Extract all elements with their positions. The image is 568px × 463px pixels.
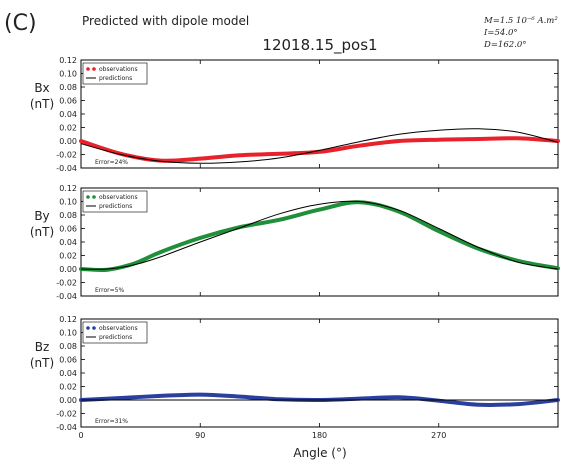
x-tick-label: 90: [195, 431, 205, 440]
legend-marker-observations: [86, 67, 90, 71]
legend-box: [82, 321, 148, 344]
y-tick-label: -0.04: [56, 292, 77, 301]
legend-marker-observations: [92, 195, 96, 199]
y-tick-label: 0.00: [59, 265, 77, 274]
y-tick-label: 0.10: [59, 198, 77, 207]
error-label: Error=31%: [95, 418, 128, 425]
y-tick-label: -0.02: [56, 279, 77, 288]
legend-label-observations: observations: [99, 66, 138, 73]
predictions-series: [80, 200, 559, 270]
y-tick-label: 0.02: [59, 252, 77, 261]
legend-box: [82, 190, 148, 213]
y-tick-label: 0.06: [59, 97, 77, 106]
x-tick-label: 0: [78, 431, 83, 440]
x-tick-label: 270: [431, 431, 446, 440]
y-tick-label: 0.04: [59, 369, 77, 378]
y-axis-label: Bz: [35, 340, 50, 354]
legend-label-predictions: predictions: [99, 203, 132, 210]
y-tick-label: 0.06: [59, 225, 77, 234]
y-tick-label: 0.08: [59, 211, 77, 220]
y-tick-label: 0.04: [59, 238, 77, 247]
chart-panel-by: 0.12 0.10 0.08 0.06 0.04 0.02 0.00 -0.02 -0.04 By…: [30, 184, 560, 301]
legend-label-predictions: predictions: [99, 334, 132, 341]
legend-box: [82, 62, 148, 85]
param-inclination: I=54.0°: [483, 28, 518, 38]
y-tick-label: 0.10: [59, 70, 77, 79]
y-tick-label: 0.04: [59, 110, 77, 119]
legend-label-observations: observations: [99, 325, 138, 332]
predictions-series: [80, 128, 559, 164]
figure-subtitle: 12018.15_pos1: [262, 36, 377, 55]
chart-panel-bz: 0.12 0.10 0.08 0.06 0.04 0.02 0.00 -0.02 -0.04 Bz…: [30, 315, 560, 432]
plot-frame: [80, 187, 559, 297]
legend-label-predictions: predictions: [99, 75, 132, 82]
error-label: Error=24%: [95, 159, 128, 166]
y-tick-label: 0.10: [59, 329, 77, 338]
panel-label: (C): [4, 11, 37, 36]
y-tick-label: -0.04: [56, 423, 77, 432]
x-tick-label: 180: [312, 431, 327, 440]
legend-marker-observations: [92, 67, 96, 71]
y-axis-unit: (nT): [30, 356, 54, 370]
y-tick-label: 0.00: [59, 137, 77, 146]
y-axis-unit: (nT): [30, 225, 54, 239]
y-axis-label: Bx: [34, 81, 49, 95]
y-tick-label: -0.02: [56, 410, 77, 419]
error-label: Error=5%: [95, 287, 124, 294]
y-axis-unit: (nT): [30, 97, 54, 111]
panels: 0.12 0.10 0.08 0.06 0.04 0.02 0.00 -0.02 -0.04 Bx…: [30, 56, 560, 440]
y-tick-label: -0.04: [56, 164, 77, 173]
x-axis-label: Angle (°): [293, 446, 346, 460]
param-declination: D=162.0°: [483, 40, 527, 50]
observations-series: [79, 136, 560, 163]
y-tick-label: -0.02: [56, 151, 77, 160]
y-tick-label: 0.08: [59, 342, 77, 351]
observations-series: [79, 200, 560, 272]
y-axis-label: By: [34, 209, 49, 223]
y-tick-label: 0.08: [59, 83, 77, 92]
y-tick-label: 0.02: [59, 124, 77, 133]
chart-panel-bx: 0.12 0.10 0.08 0.06 0.04 0.02 0.00 -0.02 -0.04 Bx…: [30, 56, 560, 173]
plot-frame: [80, 318, 559, 428]
param-moment: M=1.5 10⁻⁶ A.m²: [483, 16, 558, 26]
y-tick-label: 0.12: [59, 56, 77, 65]
y-tick-label: 0.02: [59, 383, 77, 392]
y-tick-label: 0.12: [59, 184, 77, 193]
legend-marker-observations: [86, 326, 90, 330]
y-tick-label: 0.00: [59, 396, 77, 405]
figure-top-text: Predicted with dipole model: [82, 14, 249, 28]
y-tick-label: 0.06: [59, 356, 77, 365]
y-tick-label: 0.12: [59, 315, 77, 324]
legend-marker-observations: [86, 195, 90, 199]
legend-marker-observations: [92, 326, 96, 330]
legend-label-observations: observations: [99, 194, 138, 201]
